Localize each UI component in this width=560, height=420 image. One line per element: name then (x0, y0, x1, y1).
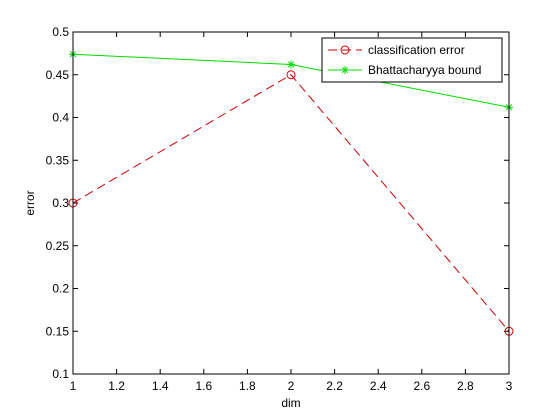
y-tick-label: 0.1 (52, 367, 69, 381)
legend-marker (340, 45, 350, 55)
data-point (286, 70, 296, 80)
legend-entry: classification error (328, 43, 465, 57)
x-axis-ticks: 1 1.2 1.4 1.6 1.8 2 2.2 2.4 2.6 2.8 3 (70, 32, 513, 393)
x-tick-label: 2.6 (413, 379, 430, 393)
y-axis-ticks: 0.1 0.15 0.2 0.25 0.3 0.35 0.4 0.45 0.5 (46, 25, 509, 381)
x-tick-label: 2.8 (457, 379, 474, 393)
plot-frame (72, 31, 510, 375)
x-tick-label: 1.6 (195, 379, 212, 393)
y-tick-label: 0.35 (46, 153, 70, 167)
y-tick-label: 0.3 (52, 196, 69, 210)
legend: classification error Bhattacharyya bound (321, 37, 503, 83)
x-tick-label: 2.2 (326, 379, 343, 393)
y-tick-label: 0.2 (52, 282, 69, 296)
x-tick-label: 3 (506, 379, 513, 393)
legend-label: Bhattacharyya bound (368, 63, 481, 77)
plot-area (73, 32, 509, 374)
x-tick-label: 2 (288, 379, 295, 393)
y-axis-label: error (23, 190, 37, 215)
x-tick-label: 2.4 (370, 379, 387, 393)
x-tick-label: 1 (70, 379, 77, 393)
x-tick-label: 1.2 (108, 379, 125, 393)
y-tick-label: 0.45 (46, 68, 70, 82)
x-tick-label: 1.8 (239, 379, 256, 393)
legend-marker (341, 66, 349, 74)
series-line (72, 74, 510, 332)
legend-label: classification error (368, 43, 465, 57)
x-tick-label: 1.4 (152, 379, 169, 393)
y-tick-label: 0.5 (52, 25, 69, 39)
y-tick-label: 0.15 (46, 324, 70, 338)
x-axis-label: dim (281, 396, 300, 410)
y-tick-label: 0.25 (46, 239, 70, 253)
y-tick-label: 0.4 (52, 111, 69, 125)
legend-box (321, 37, 503, 83)
legend-entry: Bhattacharyya bound (328, 63, 481, 77)
data-point (287, 60, 295, 69)
